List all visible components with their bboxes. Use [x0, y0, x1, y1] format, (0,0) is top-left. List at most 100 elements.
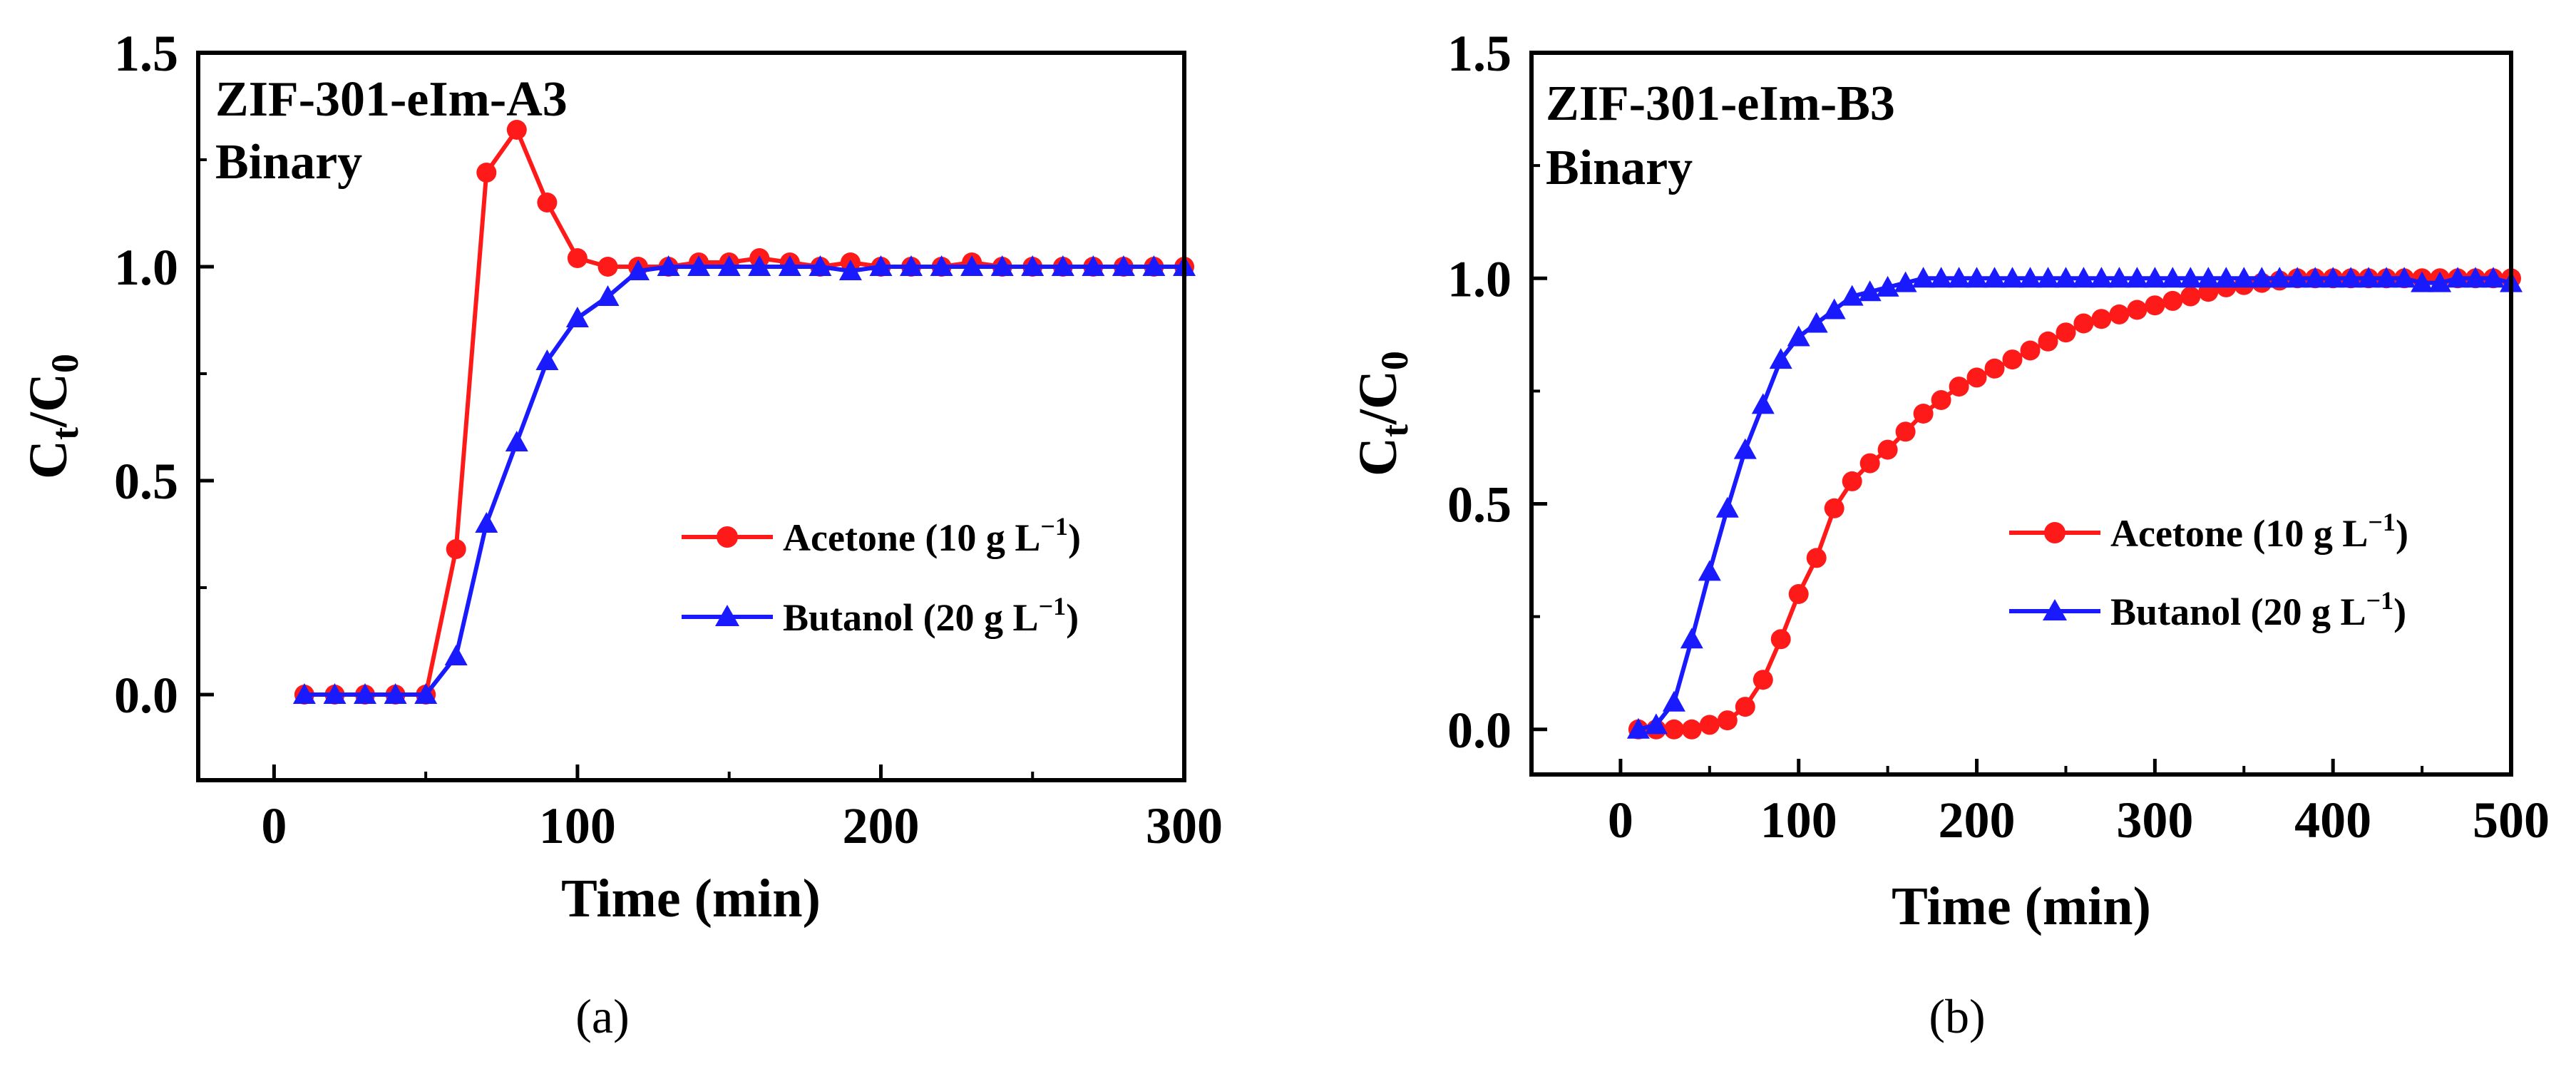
panel-a-butanol-point	[778, 255, 801, 276]
panel-b-butanol-point	[2464, 267, 2487, 288]
panel-b-acetone-point	[1949, 377, 1969, 397]
panel-b-x-tick-label: 0	[1608, 792, 1633, 849]
panel-a-title-line-2: Binary	[215, 135, 362, 190]
panel-a-acetone-point	[476, 163, 497, 183]
panel-a-x-tick-label: 0	[261, 797, 287, 854]
panel-b-axis-ticks: 0 100 200 300 400 500 0.0 0.5 1.0 1.5	[1447, 25, 2550, 849]
panel-b-acetone-point	[1842, 471, 1862, 491]
panel-b-butanol-point	[2393, 267, 2416, 288]
panel-b-butanol-point	[2179, 267, 2202, 288]
panel-b-acetone-point	[1770, 629, 1791, 650]
panel-b-butanol-point	[2161, 267, 2185, 288]
panel-b-butanol-point	[1715, 496, 1739, 518]
panel-b-acetone-point	[1931, 390, 1951, 410]
panel-b-butanol-point	[1840, 285, 1864, 306]
panel-a-butanol-point	[960, 255, 984, 276]
panel-b-series-line-acetone	[1638, 276, 2511, 732]
panel-b-x-axis-label: Time (min)	[1892, 876, 2151, 936]
panel-b-butanol-point	[2304, 267, 2327, 288]
panel-b-y-tick-label: 1.5	[1447, 25, 1512, 82]
panel-b-plot-frame	[1529, 51, 2513, 777]
panel-b-butanol-point	[2428, 271, 2452, 292]
panel-a-butanol-point	[838, 260, 862, 280]
panel-b-acetone-point	[2145, 295, 2165, 316]
panel-b-acetone-point	[1824, 498, 1844, 518]
panel-b-butanol-point	[2411, 271, 2434, 292]
panel-a-butanol-point	[444, 645, 468, 665]
panel-a-butanol-point	[565, 307, 589, 327]
panel-b-butanol-point	[1822, 298, 1846, 319]
panel-b-butanol-point	[1644, 713, 1668, 735]
panel-b-butanol-point	[2446, 267, 2470, 288]
panel-b-butanol-point	[2268, 267, 2292, 288]
panel-a-legend-label-acetone: Acetone (10 g L−1)	[783, 512, 1081, 559]
panel-a-butanol-point	[414, 683, 438, 704]
panel-a-y-tick-label: 0.5	[114, 453, 178, 510]
chart-panel-b: 0 100 200 300 400 500 0.0 0.5 1.0 1.5 ZIF-301-eIm…	[1348, 25, 2550, 1043]
panel-b-butanol-point	[2250, 267, 2274, 288]
panel-a-legend-marker-acetone	[717, 526, 738, 548]
panel-b-butanol-point	[1751, 393, 1775, 414]
panel-b-y-tick-label: 0.0	[1447, 702, 1512, 759]
panel-a-butanol-point	[627, 260, 650, 280]
panel-b-title-line-1: ZIF-301-eIm-B3	[1546, 76, 1895, 131]
panel-a-caption: (a)	[575, 989, 629, 1043]
panel-a-butanol-point	[717, 255, 741, 276]
panel-b-y-axis-label: Ct/C0	[1348, 351, 1416, 476]
panel-b-acetone-point	[2091, 309, 2112, 329]
panel-a-butanol-point	[1142, 255, 1166, 276]
panel-a-butanol-point	[505, 431, 528, 451]
panel-b-acetone-point	[1663, 719, 1684, 740]
panel-a-legend: Acetone (10 g L−1) Butanol (20 g L−1)	[682, 512, 1081, 639]
panel-b-butanol-point	[2215, 267, 2238, 288]
panel-b-acetone-point	[1717, 710, 1738, 731]
panel-a-butanol-point	[657, 255, 680, 276]
panel-b-butanol-point	[1983, 267, 2006, 288]
panel-b-acetone-point	[2020, 340, 2041, 361]
panel-a-butanol-point	[687, 255, 711, 276]
panel-b-acetone-point	[2127, 300, 2147, 320]
panel-b-butanol-point	[2482, 267, 2505, 288]
panel-a-butanol-point	[535, 349, 559, 370]
panel-a-butanol-point	[596, 285, 620, 306]
panel-a-legend-label-butanol: Butanol (20 g L−1)	[783, 592, 1079, 639]
panel-b-butanol-point	[1787, 325, 1810, 347]
panel-a-acetone-point	[597, 257, 618, 277]
panel-a-butanol-point	[354, 683, 376, 704]
panel-a-acetone-point	[537, 193, 558, 213]
panel-b-butanol-point	[2321, 267, 2345, 288]
panel-b-y-tick-label: 0.5	[1447, 476, 1512, 533]
panel-b-acetone-point	[1895, 421, 1916, 442]
panel-a-butanol-point	[900, 255, 923, 276]
panel-b-x-tick-label: 200	[1939, 792, 2016, 849]
panel-a-butanol-point	[809, 255, 832, 276]
panel-b-butanol-point	[1894, 271, 1917, 292]
panel-a-y-axis-label: Ct/C0	[19, 354, 86, 479]
panel-b-x-tick-label: 500	[2473, 792, 2550, 849]
panel-a-butanol-point	[323, 683, 347, 704]
panel-a-acetone-point	[567, 248, 587, 268]
panel-a-acetone-point	[446, 539, 466, 559]
panel-b-acetone-point	[2180, 286, 2201, 307]
panel-b-series-layer	[1626, 267, 2523, 740]
panel-a-x-tick-label: 100	[539, 797, 616, 854]
panel-a-legend-marker-butanol	[715, 605, 739, 626]
panel-b-legend-item-butanol: Butanol (20 g L−1)	[2009, 586, 2406, 633]
panel-a-butanol-point	[1082, 255, 1105, 276]
panel-b-butanol-point	[1805, 312, 1828, 333]
panel-b-butanol-point	[2357, 267, 2381, 288]
panel-b-butanol-point	[2036, 267, 2060, 288]
panel-b-acetone-point	[1681, 719, 1702, 740]
panel-a-butanol-point	[475, 512, 498, 533]
panel-b-acetone-point	[1806, 548, 1827, 568]
panel-b-butanol-point	[2090, 267, 2113, 288]
panel-b-butanol-point	[1965, 267, 1989, 288]
panel-b-legend-marker-acetone	[2044, 522, 2066, 543]
panel-a-x-axis-label: Time (min)	[561, 869, 821, 929]
panel-b-butanol-point	[2018, 267, 2042, 288]
panel-a-butanol-point	[990, 255, 1014, 276]
panel-b-butanol-point	[1769, 348, 1792, 369]
panel-a-legend-item-butanol: Butanol (20 g L−1)	[682, 592, 1079, 639]
panel-a-butanol-point	[1051, 255, 1074, 276]
